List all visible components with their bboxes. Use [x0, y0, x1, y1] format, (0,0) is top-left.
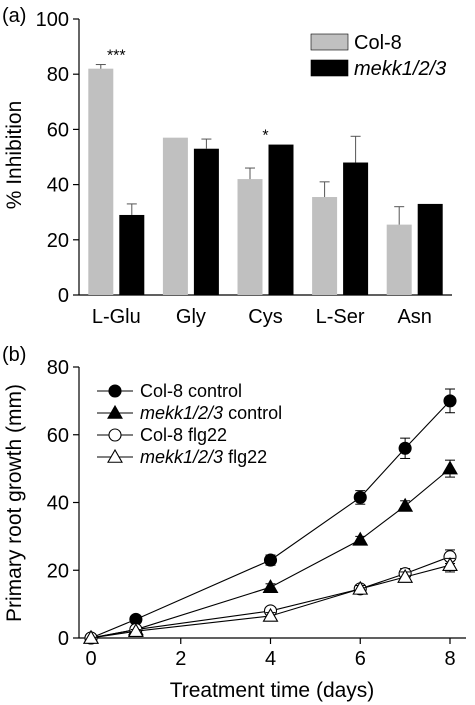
- panel-b-y-tick-label: 20: [47, 560, 69, 582]
- panel-b-y-tick-label: 60: [47, 425, 69, 447]
- legend-label-suffix: flg22: [228, 447, 267, 467]
- data-point: [262, 607, 279, 622]
- panel-a-y-tick-label: 40: [47, 175, 69, 197]
- panel-a-y-tick-label: 60: [47, 119, 69, 141]
- data-point: [262, 579, 279, 593]
- panel-b-xlabel: Treatment time (days): [170, 679, 375, 702]
- panel-b: (b) Primary root growth (mm) Treatment t…: [2, 344, 466, 702]
- panel-a-legend: Col-8 mekk1/2/3: [310, 32, 446, 80]
- panel-a-label: (a): [2, 5, 26, 27]
- bar-col8-asn: [386, 224, 412, 295]
- panel-a-y-tick-label: 20: [47, 230, 69, 252]
- panel-a-y-tick-label: 80: [47, 64, 69, 86]
- panel-a-y-tick-label: 100: [36, 9, 69, 31]
- bar-mekk-l-ser: [343, 162, 369, 295]
- legend-marker: [108, 428, 122, 442]
- panel-a: (a) % Inhibition 0 20 40 60 80 100 L-Glu Gly Cys…: [2, 5, 452, 328]
- data-point: [127, 623, 144, 638]
- panel-a-y-tick-label: 0: [58, 285, 69, 307]
- bar-mekk-l-glu: [119, 214, 145, 295]
- data-point: [442, 557, 458, 571]
- panel-a-x-tick-label: L-Ser: [316, 306, 365, 328]
- legend-label-mekk: mekk1/2/3: [354, 58, 446, 80]
- legend-label-suffix: flg22: [188, 425, 227, 445]
- panel-b-x-tick-label: 4: [265, 648, 276, 670]
- bar-col8-l-glu: [88, 68, 114, 296]
- data-point: [397, 568, 414, 583]
- bar-mekk-gly: [193, 148, 219, 295]
- data-point: [83, 629, 99, 644]
- panel-b-y-tick-label: 40: [47, 493, 69, 515]
- series-line: [90, 564, 451, 639]
- panel-a-x-tick-label: Asn: [397, 306, 431, 328]
- panel-b-series: [83, 388, 458, 645]
- legend-label-3: mekk1/2/3 flg22: [140, 447, 267, 467]
- legend-swatch-col8: [310, 33, 349, 51]
- legend-label-main: mekk1/2/3: [140, 403, 223, 423]
- panel-b-axes: 0 20 40 60 80 0 2 4 6 8: [47, 357, 466, 670]
- panel-b-ylabel: Primary root growth (mm): [3, 384, 26, 622]
- bar-mekk-cys: [268, 144, 294, 295]
- legend-label-2: Col-8 flg22: [140, 425, 227, 445]
- bar-col8-gly: [162, 137, 188, 295]
- bar-mekk-asn: [417, 203, 443, 295]
- panel-b-x-tick-label: 8: [444, 648, 455, 670]
- series-line: [90, 400, 451, 639]
- panel-a-ylabel: % Inhibition: [3, 101, 26, 210]
- legend-marker: [107, 404, 123, 419]
- series-3: [83, 557, 458, 644]
- data-point: [352, 531, 369, 546]
- data-point: [263, 553, 278, 567]
- legend-marker: [108, 384, 122, 398]
- panel-b-y-tick-label: 80: [47, 357, 69, 379]
- legend-marker: [107, 448, 123, 463]
- panel-a-x-tick-label: Cys: [248, 306, 282, 328]
- panel-b-x-tick-label: 2: [175, 648, 186, 670]
- panel-b-y-tick-label: 0: [58, 628, 69, 650]
- panel-b-x-tick-label: 0: [85, 648, 96, 670]
- panel-a-bars: ****: [88, 48, 443, 296]
- legend-label-suffix: control: [228, 403, 282, 423]
- legend-label-col8: Col-8: [354, 32, 402, 54]
- panel-b-label: (b): [2, 344, 26, 366]
- series-line: [90, 556, 451, 639]
- legend-label-main: mekk1/2/3: [140, 447, 223, 467]
- legend-label-main: Col-8: [140, 425, 183, 445]
- bar-col8-l-ser: [312, 197, 338, 295]
- panel-b-x-tick-label: 6: [355, 648, 366, 670]
- legend-label-1: mekk1/2/3 control: [140, 403, 282, 423]
- panel-a-axes: 0 20 40 60 80 100 L-Glu Gly Cys L-Ser Asn: [36, 9, 452, 328]
- panel-a-x-tick-label: L-Glu: [92, 306, 141, 328]
- significance-annotation: *: [262, 128, 268, 145]
- data-point: [443, 394, 457, 408]
- data-point: [397, 497, 414, 512]
- legend-label-0: Col-8 control: [140, 381, 242, 401]
- data-point: [353, 490, 367, 504]
- data-point: [352, 580, 369, 595]
- data-point: [442, 460, 458, 475]
- legend-label-suffix: control: [188, 381, 242, 401]
- legend-swatch-mekk: [310, 59, 349, 77]
- panel-a-x-tick-label: Gly: [176, 306, 206, 328]
- bar-col8-cys: [237, 179, 263, 295]
- data-point: [398, 441, 412, 455]
- significance-annotation: ***: [107, 48, 126, 65]
- legend-label-main: Col-8: [140, 381, 183, 401]
